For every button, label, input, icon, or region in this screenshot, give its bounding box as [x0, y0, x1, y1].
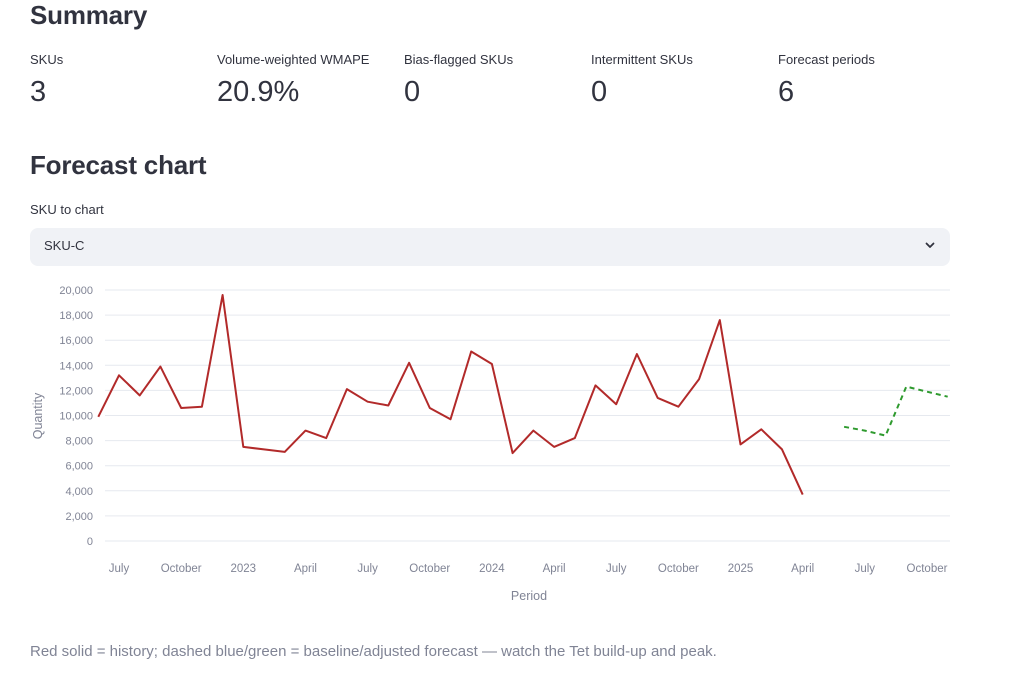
sku-select[interactable]: SKU-C: [30, 228, 950, 266]
metric-label: Volume-weighted WMAPE: [217, 52, 370, 67]
metric-value: 6: [778, 76, 795, 108]
chart-caption: Red solid = history; dashed blue/green =…: [30, 643, 717, 660]
x-tick-label: July: [606, 563, 627, 575]
x-tick-label: July: [109, 563, 130, 575]
x-tick-label: October: [161, 563, 202, 575]
metric-value: 0: [591, 76, 608, 108]
sku-select-label: SKU to chart: [30, 202, 104, 217]
forecast-chart-heading: Forecast chart: [30, 150, 207, 180]
x-tick-label: October: [907, 563, 948, 575]
summary-heading: Summary: [30, 0, 148, 30]
y-tick-label: 10,000: [59, 411, 93, 423]
metric-label: Forecast periods: [778, 52, 875, 67]
y-tick-label: 12,000: [59, 385, 93, 397]
sku-select-value: SKU-C: [44, 238, 85, 253]
y-tick-label: 20,000: [59, 285, 93, 297]
x-tick-label: April: [791, 563, 814, 575]
y-tick-label: 6,000: [65, 461, 93, 473]
metric-bias-flagged: Bias-flagged SKUs 0: [404, 52, 584, 109]
metric-forecast-periods: Forecast periods 6: [778, 52, 958, 109]
metric-value: 3: [30, 76, 47, 108]
forecast-line-chart: 0 2,000 4,000 6,000 8,000 10,000 12,000 14,000 1…: [31, 285, 950, 603]
x-tick-label: 2025: [728, 563, 754, 575]
history-series-line: [97, 294, 804, 496]
metric-intermittent: Intermittent SKUs 0: [591, 52, 771, 109]
x-tick-label: July: [855, 563, 876, 575]
y-tick-label: 8,000: [65, 436, 93, 448]
y-tick-label: 2,000: [65, 511, 93, 523]
y-axis-title: Quantity: [31, 392, 45, 439]
metric-value: 0: [404, 76, 421, 108]
x-tick-label: July: [357, 563, 378, 575]
metric-value: 20.9%: [217, 76, 300, 108]
x-tick-label: October: [658, 563, 699, 575]
metric-label: Bias-flagged SKUs: [404, 52, 514, 67]
metric-skus: SKUs 3: [30, 52, 210, 109]
x-tick-label: April: [294, 563, 317, 575]
x-tick-label: 2024: [479, 563, 505, 575]
y-tick-label: 16,000: [59, 335, 93, 347]
y-tick-label: 18,000: [59, 310, 93, 322]
x-tick-label: 2023: [231, 563, 257, 575]
chevron-down-icon: [925, 242, 935, 248]
y-tick-label: 4,000: [65, 486, 93, 498]
y-tick-label: 0: [87, 536, 93, 548]
metric-label: SKUs: [30, 52, 64, 67]
x-tick-label: April: [543, 563, 566, 575]
x-tick-label: October: [409, 563, 450, 575]
y-tick-label: 14,000: [59, 360, 93, 372]
metric-label: Intermittent SKUs: [591, 52, 693, 67]
metric-wmape: Volume-weighted WMAPE 20.9%: [217, 52, 397, 109]
forecast-series-line: [843, 385, 948, 437]
x-axis-title: Period: [511, 589, 547, 603]
